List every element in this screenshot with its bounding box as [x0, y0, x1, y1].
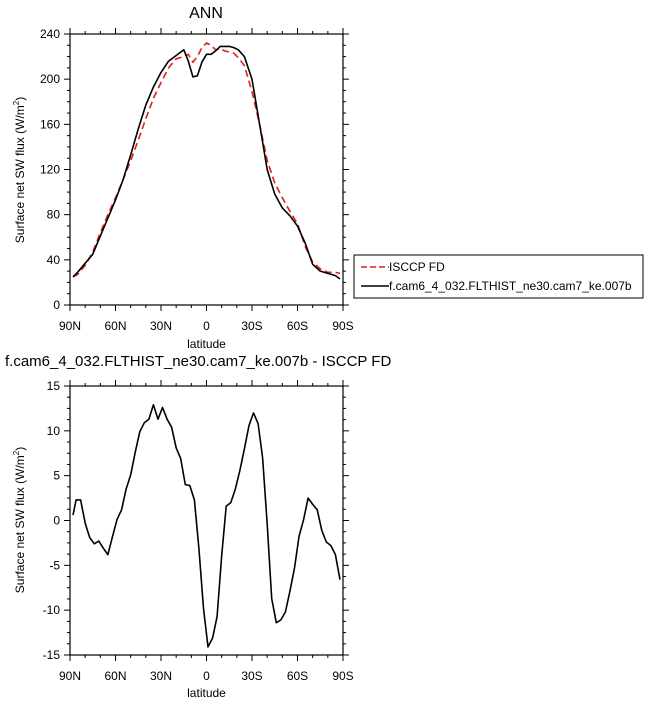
y-axis-label-text: Surface net SW flux (W/m	[13, 105, 27, 243]
y-tick-label: 80	[47, 208, 61, 222]
legend: ISCCP FD f.cam6_4_032.FLTHIST_ne30.cam7_k…	[353, 254, 644, 299]
x-tick-label: 0	[203, 319, 210, 333]
y-tick-label: 240	[40, 27, 60, 41]
series-line-solid-1	[72, 404, 341, 648]
series-line-solid-2	[72, 45, 341, 280]
y-axis-label-close: )	[13, 97, 27, 101]
y-tick-label: 5	[53, 469, 60, 483]
chart-panel-2: f.cam6_4_032.FLTHIST_ne30.cam7_ke.007b -…	[5, 353, 391, 700]
plot-frame	[69, 33, 344, 306]
y-tick-label: 15	[47, 379, 61, 393]
y-tick-label: 160	[40, 117, 60, 131]
y-tick-label: -10	[43, 603, 61, 617]
plot-frame	[69, 385, 344, 656]
chart-panel-1: ANN 90N 60N 30N 0 30S 60S 90S 0 40 80 120 160 200 240 l…	[12, 5, 644, 351]
y-tick-label: 40	[47, 253, 61, 267]
x-tick-label: 0	[203, 669, 210, 683]
x-tick-label: 90S	[332, 319, 353, 333]
y-axis-label-text: Surface net SW flux (W/m	[13, 455, 27, 593]
x-tick-label: 60S	[287, 669, 308, 683]
x-tick-label: 30S	[241, 319, 262, 333]
legend-label-1: ISCCP FD	[389, 260, 445, 274]
chart-title: f.cam6_4_032.FLTHIST_ne30.cam7_ke.007b -…	[5, 353, 391, 370]
y-tick-label: 0	[53, 298, 60, 312]
x-tick-label: 30N	[150, 669, 172, 683]
y-tick-label: 200	[40, 72, 60, 86]
y-tick-label: 120	[40, 163, 60, 177]
x-axis-label: latitude	[187, 337, 226, 351]
x-tick-label: 60S	[287, 319, 308, 333]
x-tick-label: 30S	[241, 669, 262, 683]
legend-box	[353, 254, 644, 299]
y-tick-label: -15	[43, 648, 61, 662]
y-axis-label-superscript: 2	[12, 100, 21, 105]
y-tick-label: 0	[53, 514, 60, 528]
x-axis-label: latitude	[187, 686, 226, 700]
y-tick-label: -5	[49, 558, 60, 572]
x-tick-label: 60N	[104, 669, 126, 683]
y-axis-label-superscript: 2	[12, 450, 21, 455]
x-tick-label: 60N	[104, 319, 126, 333]
y-axis-label-close: )	[13, 447, 27, 451]
legend-label-2: f.cam6_4_032.FLTHIST_ne30.cam7_ke.007b	[389, 279, 632, 293]
chart-title: ANN	[189, 5, 223, 22]
x-tick-label: 90N	[59, 669, 81, 683]
series-line-dashed-1	[72, 42, 341, 278]
x-tick-label: 90S	[332, 669, 353, 683]
x-tick-label: 30N	[150, 319, 172, 333]
y-tick-label: 10	[47, 424, 61, 438]
y-axis-label: Surface net SW flux (W/m2)	[12, 97, 27, 243]
x-tick-label: 90N	[59, 319, 81, 333]
y-axis-label: Surface net SW flux (W/m2)	[12, 447, 27, 593]
